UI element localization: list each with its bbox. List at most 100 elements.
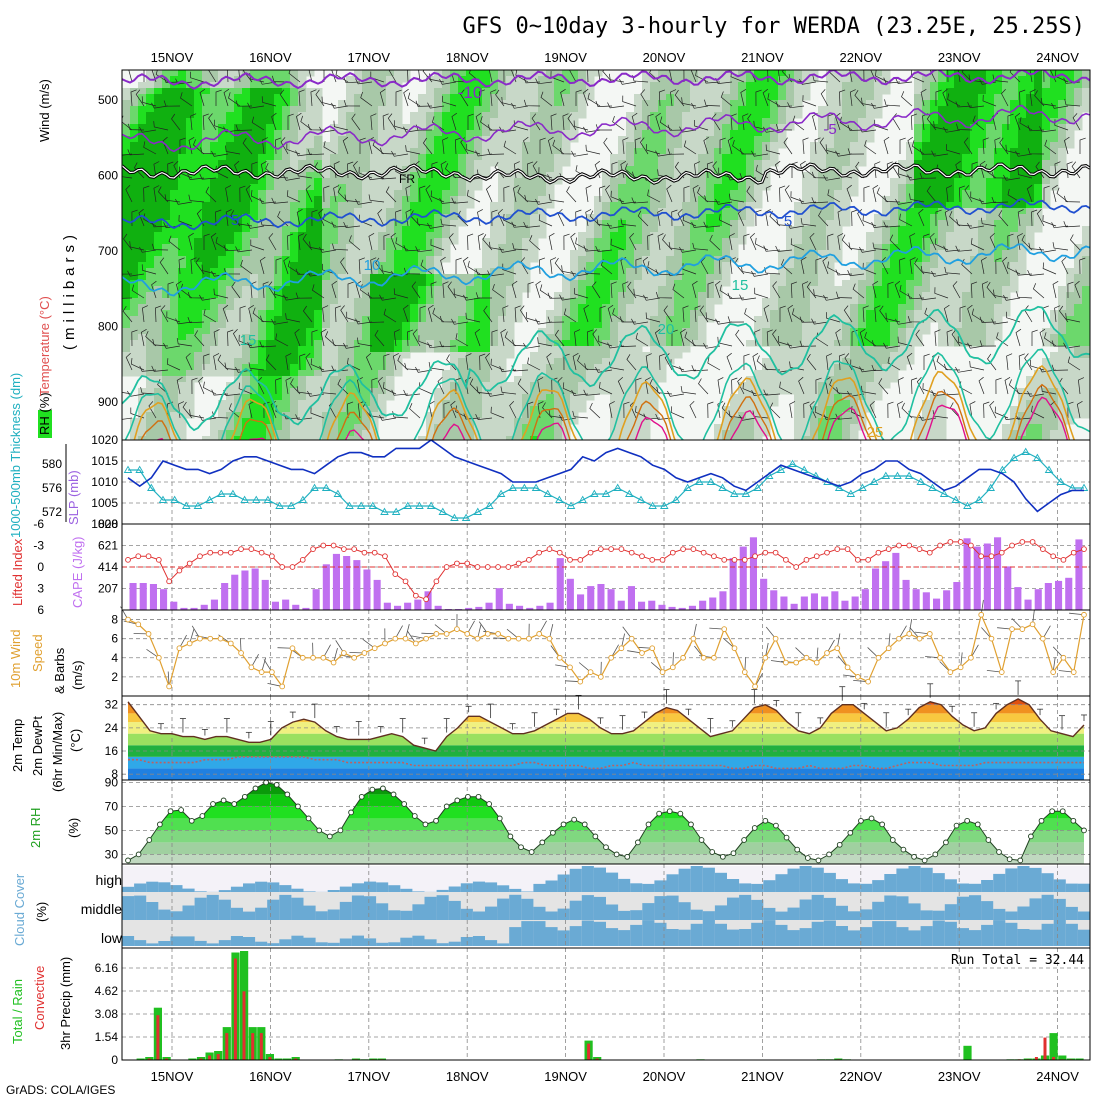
- rh-cell: [210, 202, 219, 209]
- rh-cell: [682, 172, 691, 179]
- rh-cell: [554, 370, 563, 377]
- rh-cell: [450, 352, 459, 359]
- rh-cell: [506, 190, 515, 197]
- rh-cell: [234, 244, 243, 251]
- rh-cell: [210, 94, 219, 101]
- rh-cell: [218, 244, 227, 251]
- rh-cell: [810, 196, 819, 203]
- rh-cell: [442, 316, 451, 323]
- rh-cell: [434, 160, 443, 167]
- rh-cell: [378, 364, 387, 371]
- rh-cell: [626, 370, 635, 377]
- rh-cell: [746, 94, 755, 101]
- rh-cell: [890, 340, 899, 347]
- rh-cell: [714, 178, 723, 185]
- rh-cell: [362, 268, 371, 275]
- rh-cell: [474, 364, 483, 371]
- rh-cell: [586, 298, 595, 305]
- rh-cell: [802, 418, 811, 425]
- rh-cell: [274, 160, 283, 167]
- rh-cell: [138, 298, 147, 305]
- date-label-bottom: 21NOV: [741, 1069, 784, 1084]
- rh-cell: [826, 142, 835, 149]
- rh-cell: [210, 304, 219, 311]
- rh-cell: [770, 118, 779, 125]
- rh-cell: [802, 274, 811, 281]
- rh-cell: [226, 406, 235, 413]
- rh-cell: [346, 418, 355, 425]
- rh-cell: [202, 214, 211, 221]
- rh-cell: [562, 88, 571, 95]
- rh-cell: [698, 106, 707, 113]
- rh-cell: [466, 70, 475, 77]
- rh-cell: [746, 400, 755, 407]
- rh-cell: [170, 124, 179, 131]
- rh-cell: [266, 106, 275, 113]
- rh-cell: [194, 370, 203, 377]
- rh-cell: [666, 112, 675, 119]
- rh-cell: [866, 358, 875, 365]
- rh-cell: [834, 382, 843, 389]
- rh-cell: [242, 298, 251, 305]
- rh-cell: [178, 370, 187, 377]
- rh-cell: [386, 82, 395, 89]
- rh-cell: [274, 424, 283, 431]
- rh-cell: [610, 352, 619, 359]
- rh-cell: [650, 292, 659, 299]
- rh-cell: [578, 256, 587, 263]
- rh-cell: [674, 334, 683, 341]
- rh-cell: [810, 238, 819, 245]
- rh-cell: [394, 316, 403, 323]
- rh-cell: [266, 178, 275, 185]
- rh-cell: [682, 274, 691, 281]
- rh-cell: [290, 424, 299, 431]
- rh-cell: [570, 334, 579, 341]
- rh-cell: [522, 376, 531, 383]
- rh-cell: [506, 256, 515, 263]
- rh-cell: [466, 424, 475, 431]
- rh-cell: [706, 310, 715, 317]
- rh-cell: [450, 430, 459, 437]
- rh-cell: [362, 370, 371, 377]
- rh-cell: [130, 370, 139, 377]
- rh-cell: [794, 94, 803, 101]
- rh-cell: [858, 280, 867, 287]
- date-label-bottom: 15NOV: [151, 1069, 194, 1084]
- rh-cell: [738, 412, 747, 419]
- rh-cell: [698, 160, 707, 167]
- rh-cell: [642, 82, 651, 89]
- rh-cell: [698, 328, 707, 335]
- rh-cell: [874, 394, 883, 401]
- rh-cell: [818, 292, 827, 299]
- rh-cell: [138, 352, 147, 359]
- rh-cell: [394, 136, 403, 143]
- rh-cell: [610, 268, 619, 275]
- rh-cell: [698, 130, 707, 137]
- rh-cell: [194, 238, 203, 245]
- rh-cell: [706, 82, 715, 89]
- rh-cell: [242, 250, 251, 257]
- rh-cell: [538, 196, 547, 203]
- rh-cell: [762, 166, 771, 173]
- rh-cell: [642, 412, 651, 419]
- rh-cell: [578, 274, 587, 281]
- rh-cell: [866, 100, 875, 107]
- rh-cell: [146, 214, 155, 221]
- rh-cell: [226, 196, 235, 203]
- rh-cell: [362, 130, 371, 137]
- rh-cell: [674, 94, 683, 101]
- rh-cell: [346, 346, 355, 353]
- rh-cell: [722, 148, 731, 155]
- rh-cell: [786, 70, 795, 77]
- rh-cell: [602, 178, 611, 185]
- rh-cell: [650, 148, 659, 155]
- rh-cell: [122, 274, 131, 281]
- rh-cell: [538, 178, 547, 185]
- rh-cell: [818, 262, 827, 269]
- rh-cell: [458, 304, 467, 311]
- rh-cell: [450, 142, 459, 149]
- rh-cell: [306, 118, 315, 125]
- rh-cell: [434, 280, 443, 287]
- rh-cell: [178, 262, 187, 269]
- rh-cell: [786, 274, 795, 281]
